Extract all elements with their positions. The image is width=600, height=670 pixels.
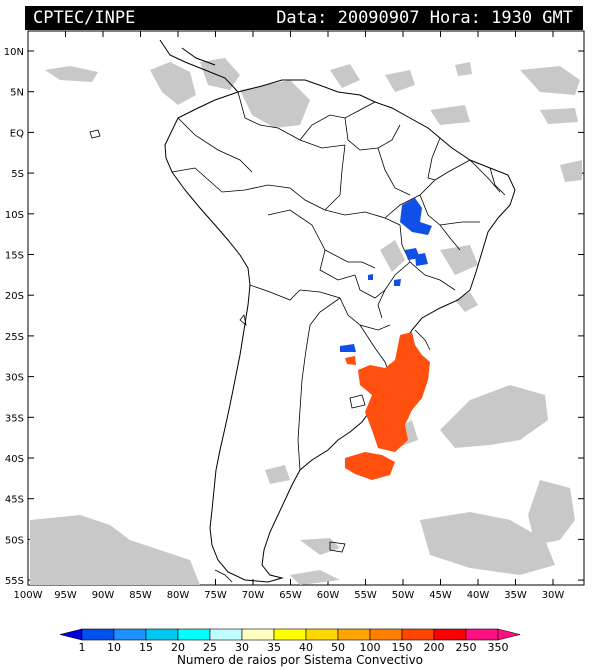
longitude-label: 30W — [542, 590, 565, 601]
legend-swatch — [113, 628, 147, 641]
legend-value-label: 20 — [171, 641, 185, 654]
longitude-label: 100W — [14, 590, 43, 601]
longitude-label: 85W — [129, 590, 152, 601]
legend-swatch — [465, 628, 499, 641]
convective-systems-blue — [340, 198, 432, 352]
legend-swatch — [241, 628, 275, 641]
latitude-label: 50S — [5, 535, 24, 546]
legend-value-label: 150 — [392, 641, 413, 654]
legend-value-label: 30 — [235, 641, 249, 654]
legend-value-label: 40 — [299, 641, 313, 654]
legend-value-label: 250 — [456, 641, 477, 654]
longitude-label: 90W — [92, 590, 115, 601]
latitude-label: EQ — [10, 128, 24, 139]
latitude-label: 40S — [5, 454, 24, 465]
south-america-outline — [159, 39, 516, 583]
latitude-label: 25S — [5, 332, 24, 343]
latitude-label: 35S — [5, 413, 24, 424]
legend-colorbar — [59, 628, 521, 641]
longitude-label: 55W — [354, 590, 377, 601]
legend-swatch — [177, 628, 211, 641]
latitude-label: 10S — [5, 210, 24, 221]
map-frame — [27, 30, 585, 586]
legend-value-label: 10 — [107, 641, 121, 654]
latitude-label: 45S — [5, 495, 24, 506]
longitude-label: 40W — [467, 590, 490, 601]
convective-systems-orange — [345, 332, 430, 480]
legend-end-arrow-left — [59, 628, 83, 641]
longitude-label: 35W — [504, 590, 527, 601]
latitude-label: 55S — [5, 576, 24, 587]
legend-value-label: 50 — [331, 641, 345, 654]
legend-swatch — [145, 628, 179, 641]
latitude-labels: 10N 5N EQ 5S 10S 15S 20S 25S 30S 35S 40S 45S 50S 55S — [4, 47, 24, 587]
legend-end-arrow-right — [497, 628, 521, 641]
legend-labels: 1 10 15 20 25 30 35 40 50 100 150 200 250 350 — [79, 641, 509, 654]
latitude-label: 5N — [10, 88, 24, 99]
legend-value-label: 350 — [488, 641, 509, 654]
longitude-label: 60W — [317, 590, 340, 601]
longitude-labels: 100W 95W 90W 85W 80W 75W 70W 65W 60W 55W 50W 45W 40W… — [14, 590, 565, 601]
lakes-and-islands — [89, 129, 366, 583]
latitude-label: 10N — [4, 47, 24, 58]
datetime-label: Data: 20090907 Hora: 1930 GMT — [276, 8, 573, 28]
longitude-label: 45W — [429, 590, 452, 601]
latitude-label: 30S — [5, 373, 24, 384]
longitude-label: 95W — [54, 590, 77, 601]
latitude-label: 20S — [5, 291, 24, 302]
legend-value-label: 25 — [203, 641, 217, 654]
legend-swatch — [433, 628, 467, 641]
cloud-cover — [30, 58, 582, 585]
longitude-label: 70W — [242, 590, 265, 601]
longitude-label: 65W — [279, 590, 302, 601]
source-label: CPTEC/INPE — [33, 8, 136, 28]
legend-value-label: 100 — [360, 641, 381, 654]
legend-value-label: 15 — [139, 641, 153, 654]
legend-value-label: 35 — [267, 641, 281, 654]
legend-value-label: 200 — [424, 641, 445, 654]
legend-value-label: 1 — [79, 641, 86, 654]
legend-swatch — [81, 628, 115, 641]
latitude-label: 5S — [11, 169, 24, 180]
legend-swatch — [337, 628, 371, 641]
legend-title: Numero de raios por Sistema Convectivo — [176, 653, 424, 667]
latitude-label: 15S — [5, 251, 24, 262]
longitude-label: 50W — [392, 590, 415, 601]
legend-swatch — [209, 628, 243, 641]
title-bar: CPTEC/INPE Data: 20090907 Hora: 1930 GMT — [25, 6, 583, 30]
longitude-label: 75W — [204, 590, 227, 601]
legend-swatch — [273, 628, 307, 641]
legend-swatch — [305, 628, 339, 641]
longitude-label: 80W — [167, 590, 190, 601]
legend-swatch — [401, 628, 435, 641]
legend-swatch — [369, 628, 403, 641]
